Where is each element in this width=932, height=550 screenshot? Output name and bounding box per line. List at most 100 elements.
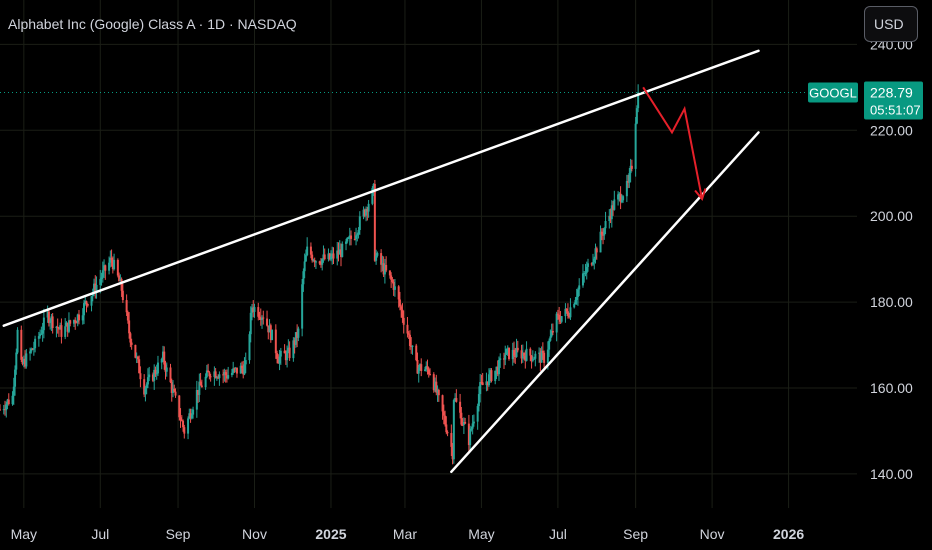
candle-body [345,241,348,244]
candle-body [110,257,113,260]
candle-body [262,317,265,319]
candle-body [548,340,551,350]
currency-button[interactable]: USD [864,6,918,42]
candle-body [388,270,391,276]
candle-body [460,412,463,425]
candle-body [4,409,7,411]
candle-body [323,254,326,260]
candle-body [5,404,8,411]
candle-body [313,260,316,263]
candle-body [74,320,77,323]
candle-body [590,263,593,265]
candle-body [397,286,400,300]
candle-body [595,248,598,253]
candle-body [46,311,49,318]
candle-body [531,359,534,361]
candle-body [294,332,297,345]
candle-body [259,317,262,320]
candle-body [172,388,175,393]
candle-body [125,300,128,313]
candle-body [461,424,464,426]
candle-body [585,266,588,273]
candle-body [146,377,149,385]
candle-body [69,320,72,324]
candle-body [637,92,640,109]
candle-body [37,336,40,339]
candle-body [30,348,33,352]
candle-body [145,384,148,389]
candle-body [479,382,482,395]
candle-body [406,324,409,334]
x-tick-label: Jul [91,526,109,542]
candle-body [32,348,35,350]
candle-body [486,381,489,386]
candle-body [622,196,625,201]
bar-countdown: 05:51:07 [870,103,921,118]
candle-body [424,369,427,371]
candle-body [20,329,23,360]
candle-body [76,314,79,323]
candle-body [57,328,60,330]
candle-body [301,284,304,329]
candle-body [297,328,300,338]
drawings[interactable] [2,49,760,474]
candle-body [134,344,137,358]
candle-body [594,248,597,259]
candle-body [81,315,84,321]
candle-body [489,370,492,375]
candle-body [630,165,633,169]
candle-body [355,235,358,239]
candle-body [494,370,497,382]
candle-body [452,400,455,460]
candle-body [549,336,552,341]
y-tick-label: 160.00 [870,380,913,396]
candle-body [429,374,432,376]
candle-body [477,394,480,407]
candle-body [14,369,17,387]
candle-body [130,342,133,345]
time-axis[interactable]: May Jul Sep Nov 2025 Mar May Jul Sep Nov 2026 [11,526,805,542]
candle-body [502,358,505,360]
candle-body [225,375,228,379]
y-tick-label: 140.00 [870,466,913,482]
candle-body [250,307,253,313]
candle-body [558,314,561,320]
candle-body [410,345,413,347]
candle-body [208,372,211,377]
candle-body [628,173,631,183]
candle-body [504,354,507,360]
candle-body [136,356,139,360]
candle-body [84,301,87,304]
projection-arrow[interactable] [642,86,704,200]
trendline[interactable] [450,131,760,474]
candle-body [200,385,203,388]
candle-body [619,193,622,203]
candle-body [495,366,498,371]
candle-body [400,306,403,310]
candle-body [445,424,448,433]
y-tick-label: 220.00 [870,122,913,138]
x-tick-label: Jul [549,526,567,542]
candle-body [153,369,156,381]
candle-body [190,414,193,419]
candle-body [244,360,247,365]
candle-body [192,409,195,415]
candle-body [627,181,630,183]
candle-body [546,349,549,363]
candle-body [600,231,603,235]
x-tick-label: Nov [700,526,725,542]
candle-body [441,395,444,412]
candle-body [366,209,369,212]
trendline[interactable] [2,49,760,327]
candle-body [29,351,32,354]
candle-body [520,350,523,359]
candle-body [109,257,112,263]
candle-body [599,231,602,253]
candle-body [467,423,470,446]
candle-body [34,338,37,349]
candle-body [276,353,279,359]
candle-body [209,376,212,378]
candle-body [242,368,245,375]
candle-body [318,261,321,264]
